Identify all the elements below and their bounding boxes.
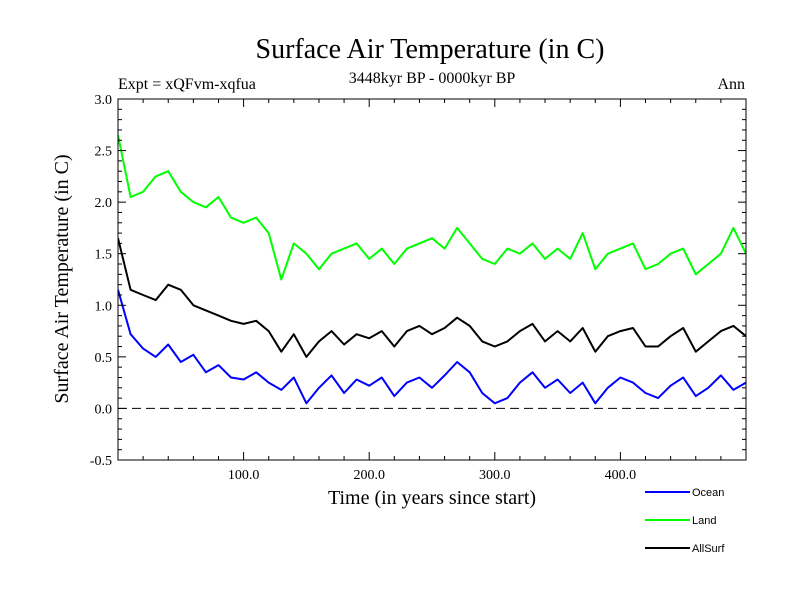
tick-layer [118,98,746,461]
plot-frame [117,98,747,461]
x-tick-label: 100.0 [228,468,260,483]
x-axis-label: Time (in years since start) [328,487,536,509]
y-tick-label: 1.5 [95,248,113,263]
series-line-allsurf [118,237,746,358]
y-tick-label: 2.5 [95,145,113,160]
y-tick-label: 2.0 [95,196,113,211]
series-layer [118,134,746,405]
chart-period: Ann [717,76,745,93]
y-axis-label: Surface Air Temperature (in C) [51,154,73,403]
tick-label-layer: 100.0 200.0 300.0 400.0 -0.5 0.0 0.5 1.0 1.5 2.0 2… [90,93,636,483]
chart-experiment: Expt = xQFvm-xqfua [118,76,256,93]
y-tick-label: 1.0 [95,299,113,314]
x-tick-label: 300.0 [479,468,511,483]
chart-title: Surface Air Temperature (in C) [256,34,605,65]
series-line-land [118,134,746,281]
chart-subtitle: 3448kyr BP - 0000kyr BP [349,70,516,87]
y-tick-label: 3.0 [95,93,113,108]
series-line-ocean [118,289,746,405]
y-tick-label: -0.5 [90,454,112,469]
legend: Ocean Land AllSurf [645,487,725,555]
legend-label-ocean: Ocean [692,487,724,499]
y-tick-label: 0.5 [95,351,113,366]
y-tick-label: 0.0 [95,402,113,417]
legend-label-allsurf: AllSurf [692,543,725,555]
legend-label-land: Land [692,515,716,527]
x-tick-label: 200.0 [353,468,385,483]
x-tick-label: 400.0 [605,468,637,483]
